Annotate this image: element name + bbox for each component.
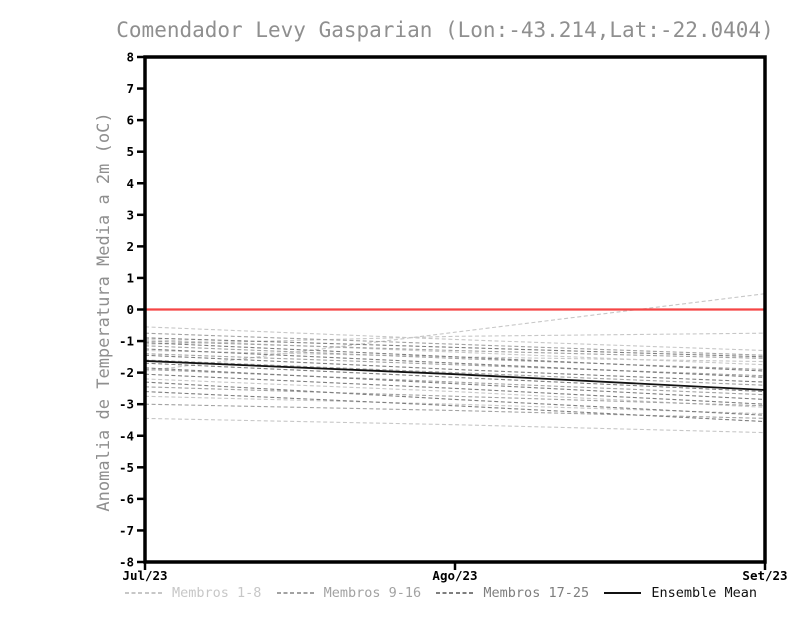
y-tick-label: 7 [126, 81, 134, 96]
y-tick-label: 8 [126, 50, 134, 65]
member-trace [144, 373, 766, 405]
member-trace [144, 354, 766, 383]
member-trace [144, 332, 766, 345]
member-trace [144, 332, 766, 356]
chart-legend: Membros 1-8 Membros 9-16 Membros 17-25 Ense… [125, 585, 757, 601]
member-trace [144, 293, 766, 372]
legend-label: Membros 17-25 [483, 585, 590, 601]
member-trace [144, 367, 766, 401]
member-trace [144, 340, 766, 359]
member-trace [144, 342, 766, 372]
x-tick-label: Ago/23 [432, 568, 477, 583]
legend-label: Membros 9-16 [323, 585, 422, 601]
legend-label: Membros 1-8 [172, 585, 262, 601]
y-tick-label: -2 [119, 365, 134, 380]
ensemble-mean-line [144, 360, 766, 391]
x-tick-label: Set/23 [742, 568, 787, 583]
y-tick-label: 5 [126, 144, 134, 159]
y-tick-label: 1 [126, 270, 134, 285]
y-tick-label: 2 [126, 239, 134, 254]
y-tick-label: -5 [119, 460, 134, 475]
x-tick-label: Jul/23 [122, 568, 167, 583]
legend-item: Membros 1-8 [125, 585, 261, 601]
member-trace [144, 326, 766, 352]
y-tick-label: -7 [119, 523, 134, 538]
member-trace [144, 386, 766, 407]
y-tick-label: -6 [119, 491, 134, 506]
y-tick-label: 0 [126, 302, 134, 317]
legend-label: Ensemble Mean [651, 585, 757, 601]
y-tick-label: -8 [119, 555, 134, 570]
y-tick-label: -4 [119, 428, 134, 443]
member-trace [144, 391, 766, 423]
member-trace [144, 417, 766, 434]
member-trace [144, 348, 766, 378]
y-tick-label: 6 [126, 113, 134, 128]
member-trace [144, 345, 766, 371]
legend-item: Membros 17-25 [436, 585, 589, 601]
legend-item: Membros 9-16 [276, 585, 422, 601]
y-tick-label: -1 [119, 334, 134, 349]
member-trace [144, 395, 766, 415]
dashed-line-swatch [276, 592, 314, 594]
y-tick-label: 4 [126, 176, 134, 191]
solid-line-swatch [604, 592, 642, 594]
member-trace [144, 403, 766, 419]
member-trace [144, 368, 766, 396]
y-tick-label: 3 [126, 207, 134, 222]
member-trace [144, 337, 766, 358]
y-tick-label: -3 [119, 397, 134, 412]
member-trace [144, 359, 766, 386]
dashed-line-swatch [436, 592, 474, 594]
member-trace [144, 362, 766, 393]
dashed-line-swatch [125, 592, 162, 594]
member-trace [144, 381, 766, 416]
member-trace [144, 349, 766, 363]
chart-title: Comendador Levy Gasparian (Lon:-43.214,L… [116, 18, 774, 42]
legend-item: Ensemble Mean [604, 585, 757, 601]
